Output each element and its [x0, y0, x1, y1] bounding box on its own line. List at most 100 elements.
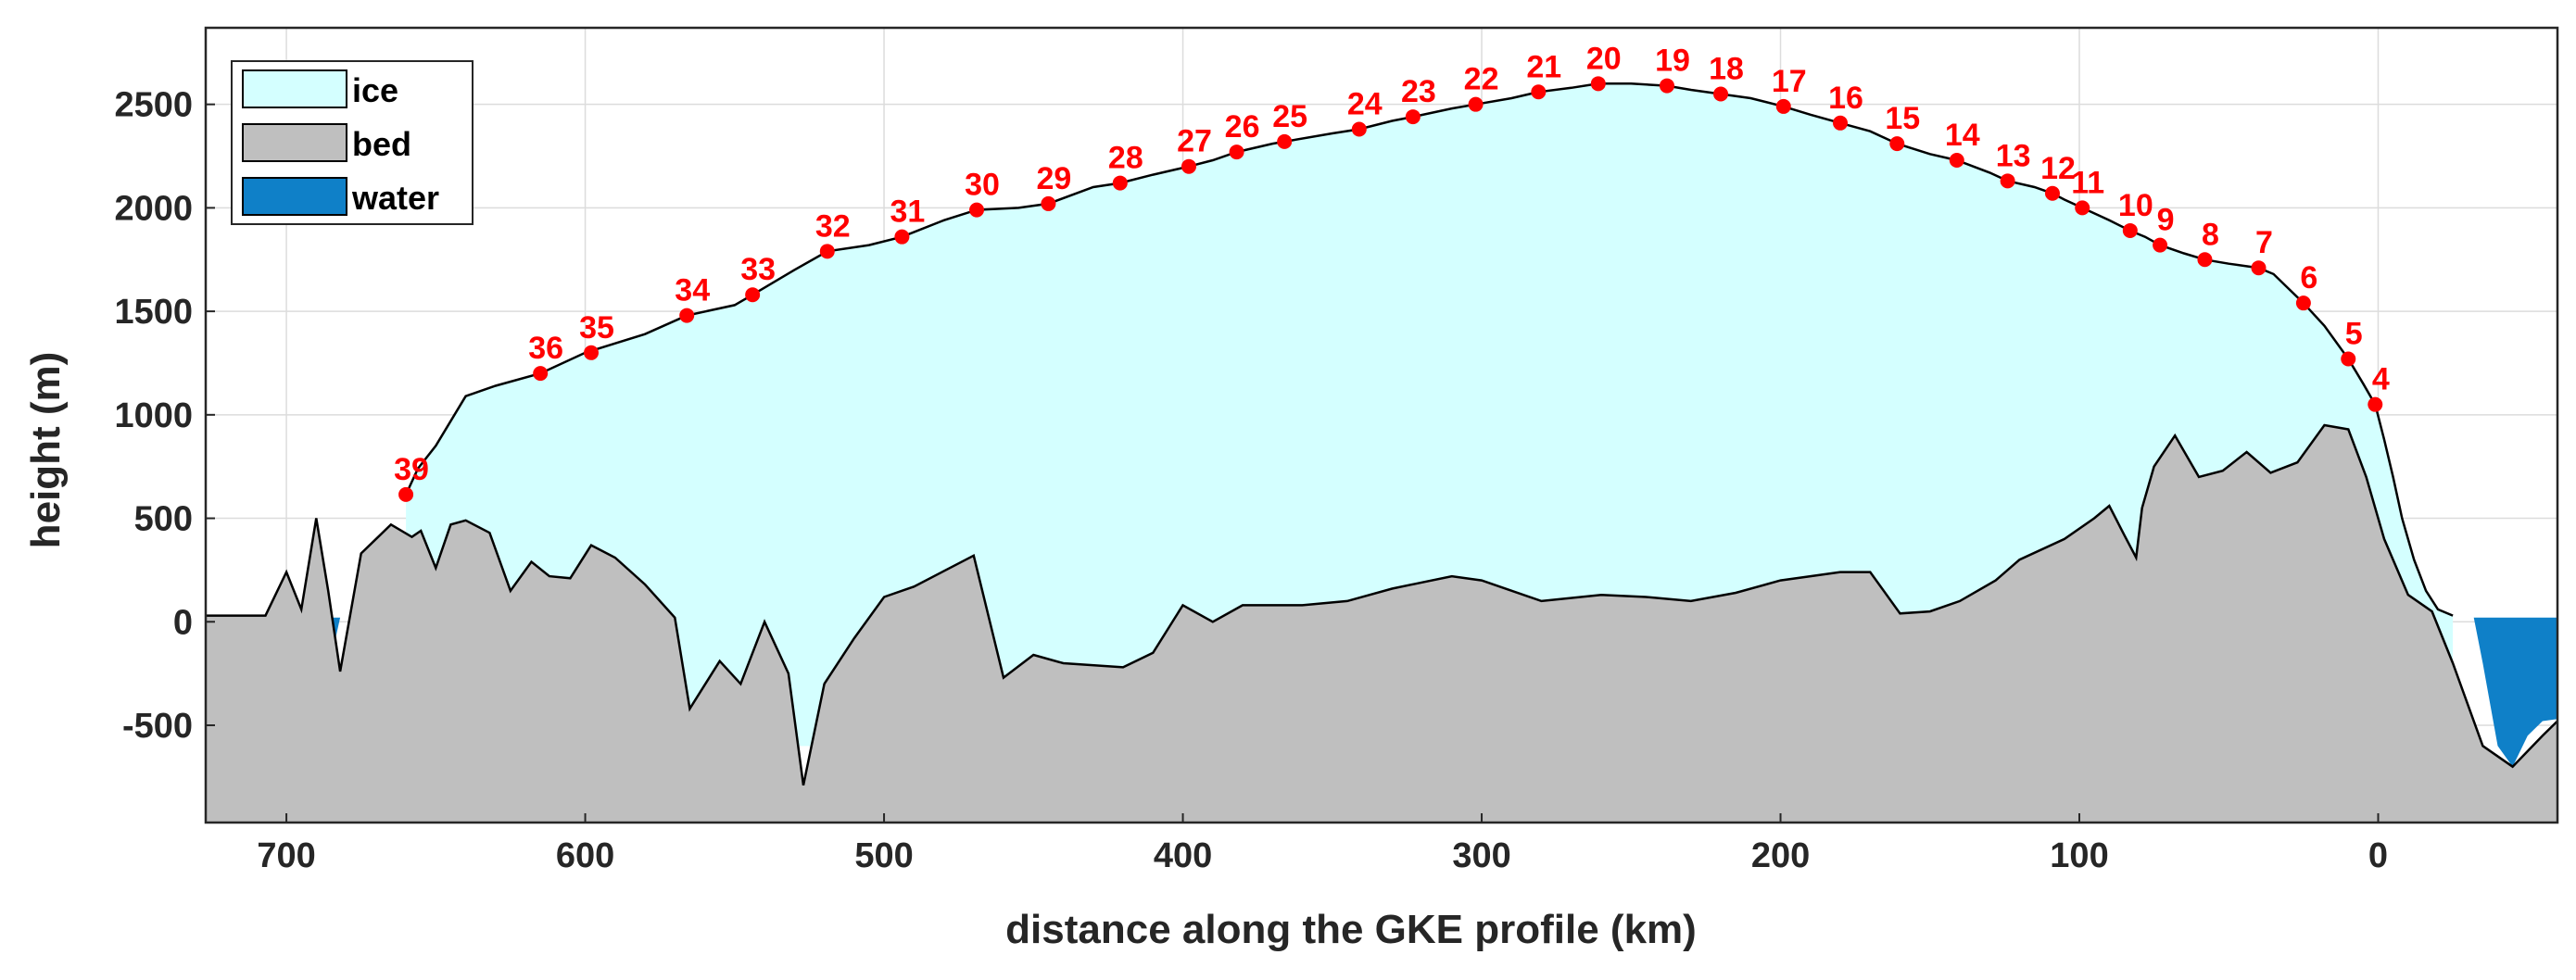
y-axis-label: height (m)	[23, 352, 69, 549]
profile-marker	[1659, 78, 1674, 94]
marker-label: 13	[1996, 138, 2031, 173]
plot-frame	[204, 26, 2559, 824]
marker-label: 30	[965, 168, 1000, 203]
marker-label: 5	[2345, 317, 2363, 352]
x-tick-label: 300	[1452, 836, 1510, 875]
profile-marker	[1041, 195, 1056, 211]
marker-label: 28	[1108, 141, 1143, 176]
profile-marker	[2000, 173, 2015, 189]
legend-swatch-ice	[242, 69, 347, 108]
marker-label: 7	[2255, 225, 2273, 260]
profile-marker	[2122, 222, 2138, 238]
profile-marker	[1112, 175, 1128, 191]
profile-marker	[745, 287, 761, 303]
marker-label: 24	[1347, 86, 1383, 121]
profile-marker	[2153, 237, 2168, 253]
marker-label: 26	[1225, 109, 1260, 144]
profile-marker	[398, 486, 414, 502]
x-tick-label: 200	[1751, 836, 1810, 875]
legend-label-water: water	[351, 179, 439, 217]
x-tick-layer: 700 600 500 400 300 200 100 0	[257, 813, 2388, 875]
y-tick-layer: -500 0 500 1000 1500 2000 2500	[114, 86, 215, 746]
marker-label: 27	[1177, 124, 1212, 159]
profile-marker	[1531, 84, 1547, 100]
profile-marker	[1833, 115, 1849, 131]
y-tick-label: 0	[173, 603, 193, 642]
marker-label: 23	[1401, 74, 1436, 109]
data-layer	[206, 82, 2558, 823]
profile-marker	[819, 244, 835, 259]
marker-label: 35	[579, 310, 614, 346]
marker-label: 17	[1772, 64, 1807, 99]
profile-marker	[2295, 295, 2311, 311]
x-tick-label: 0	[2368, 836, 2388, 875]
profile-marker	[1775, 98, 1791, 114]
profile-marker	[1351, 121, 1367, 137]
profile-marker	[1181, 158, 1196, 174]
marker-label: 4	[2372, 362, 2390, 397]
legend-label-bed: bed	[352, 125, 411, 163]
profile-marker	[1590, 76, 1606, 92]
marker-label: 39	[394, 452, 429, 487]
marker-label: 29	[1037, 161, 1072, 196]
marker-label: 20	[1586, 41, 1622, 76]
profile-marker	[969, 202, 985, 218]
marker-label: 14	[1945, 118, 1980, 153]
x-tick-label: 700	[257, 836, 315, 875]
profile-marker	[1889, 136, 1905, 152]
profile-marker	[1405, 109, 1421, 125]
ice-area	[406, 83, 2454, 747]
profile-marker	[1468, 96, 1484, 112]
marker-label: 11	[2071, 165, 2104, 200]
y-tick-label: 2000	[114, 189, 193, 228]
y-tick-label: 1500	[114, 293, 193, 332]
marker-label: 34	[675, 273, 710, 308]
marker-label: 9	[2157, 203, 2175, 238]
x-tick-label: 600	[556, 836, 614, 875]
marker-label: 31	[890, 195, 925, 230]
marker-label: 21	[1526, 49, 1561, 84]
x-axis-label: distance along the GKE profile (km)	[1005, 907, 1697, 952]
bed-area	[206, 425, 2557, 823]
marker-label: 19	[1655, 44, 1690, 79]
marker-label: 12	[2040, 151, 2076, 186]
profile-marker	[2075, 200, 2090, 216]
profile-marker	[2368, 396, 2383, 412]
y-tick-label: 1000	[114, 396, 193, 435]
profile-marker	[1713, 86, 1729, 102]
marker-label: 32	[815, 208, 851, 244]
marker-label: 16	[1828, 81, 1863, 116]
legend-label-ice: ice	[352, 71, 398, 109]
profile-marker	[2251, 260, 2267, 276]
y-tick-label: -500	[122, 707, 193, 746]
x-tick-label: 500	[854, 836, 913, 875]
marker-label: 8	[2202, 217, 2219, 252]
profile-marker	[1277, 133, 1293, 149]
profile-marker	[533, 366, 549, 382]
marker-label: 15	[1885, 101, 1920, 136]
x-tick-label: 100	[2050, 836, 2108, 875]
y-tick-label: 2500	[114, 86, 193, 125]
marker-label: 33	[740, 252, 776, 287]
profile-marker	[2044, 185, 2060, 201]
legend: ice bed water	[231, 60, 474, 225]
legend-swatch-bed	[242, 123, 347, 162]
marker-label: 22	[1464, 62, 1499, 97]
profile-marker	[679, 308, 695, 323]
marker-label: 10	[2118, 188, 2153, 223]
marker-label: 6	[2300, 260, 2317, 295]
profile-marker	[1949, 153, 1964, 168]
x-tick-label: 400	[1154, 836, 1212, 875]
profile-marker	[894, 229, 910, 245]
profile-marker	[2197, 252, 2213, 268]
y-tick-label: 500	[134, 500, 193, 539]
legend-swatch-water	[242, 177, 347, 216]
profile-marker	[1229, 144, 1244, 160]
profile-marker	[584, 345, 600, 360]
marker-label: 18	[1709, 52, 1744, 87]
ice-surface-line	[404, 82, 2454, 617]
marker-label: 36	[528, 331, 563, 366]
marker-label: 25	[1272, 99, 1307, 134]
